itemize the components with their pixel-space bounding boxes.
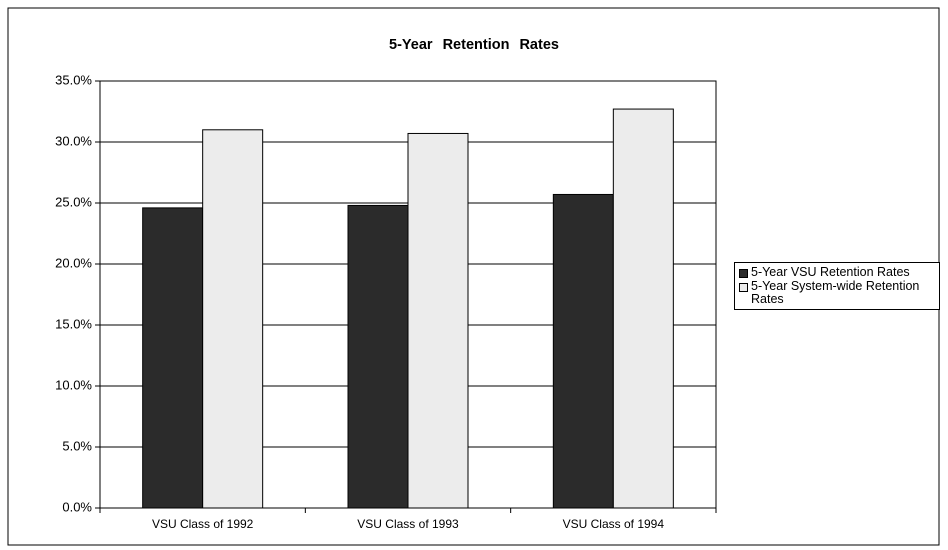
legend-entry: 5-Year VSU Retention Rates <box>739 266 935 279</box>
y-tick-label: 5.0% <box>62 438 92 453</box>
legend-swatch <box>739 283 748 292</box>
bar <box>142 207 204 509</box>
bar <box>407 132 469 509</box>
legend-label: 5-Year System-wide Retention Rates <box>751 279 920 306</box>
legend-label: 5-Year VSU Retention Rates <box>751 265 910 279</box>
legend-entry: 5-Year System-wide Retention Rates <box>739 280 935 306</box>
y-tick-label: 25.0% <box>55 194 92 209</box>
x-tick-label: VSU Class of 1994 <box>563 517 665 531</box>
x-tick-label: VSU Class of 1993 <box>357 517 459 531</box>
y-tick-label: 35.0% <box>55 72 92 87</box>
legend-swatch <box>739 269 748 278</box>
bar <box>347 204 409 509</box>
y-tick-label: 30.0% <box>55 133 92 148</box>
chart-title: 5-Year Retention Rates <box>389 37 559 53</box>
y-tick-label: 0.0% <box>62 499 92 514</box>
bar <box>612 108 674 509</box>
bar <box>202 129 264 509</box>
y-tick-label: 20.0% <box>55 255 92 270</box>
y-tick-label: 10.0% <box>55 377 92 392</box>
x-tick-label: VSU Class of 1992 <box>152 517 254 531</box>
bar <box>552 193 614 509</box>
legend: 5-Year VSU Retention Rates 5-Year System-… <box>734 262 940 310</box>
y-tick-label: 15.0% <box>55 316 92 331</box>
